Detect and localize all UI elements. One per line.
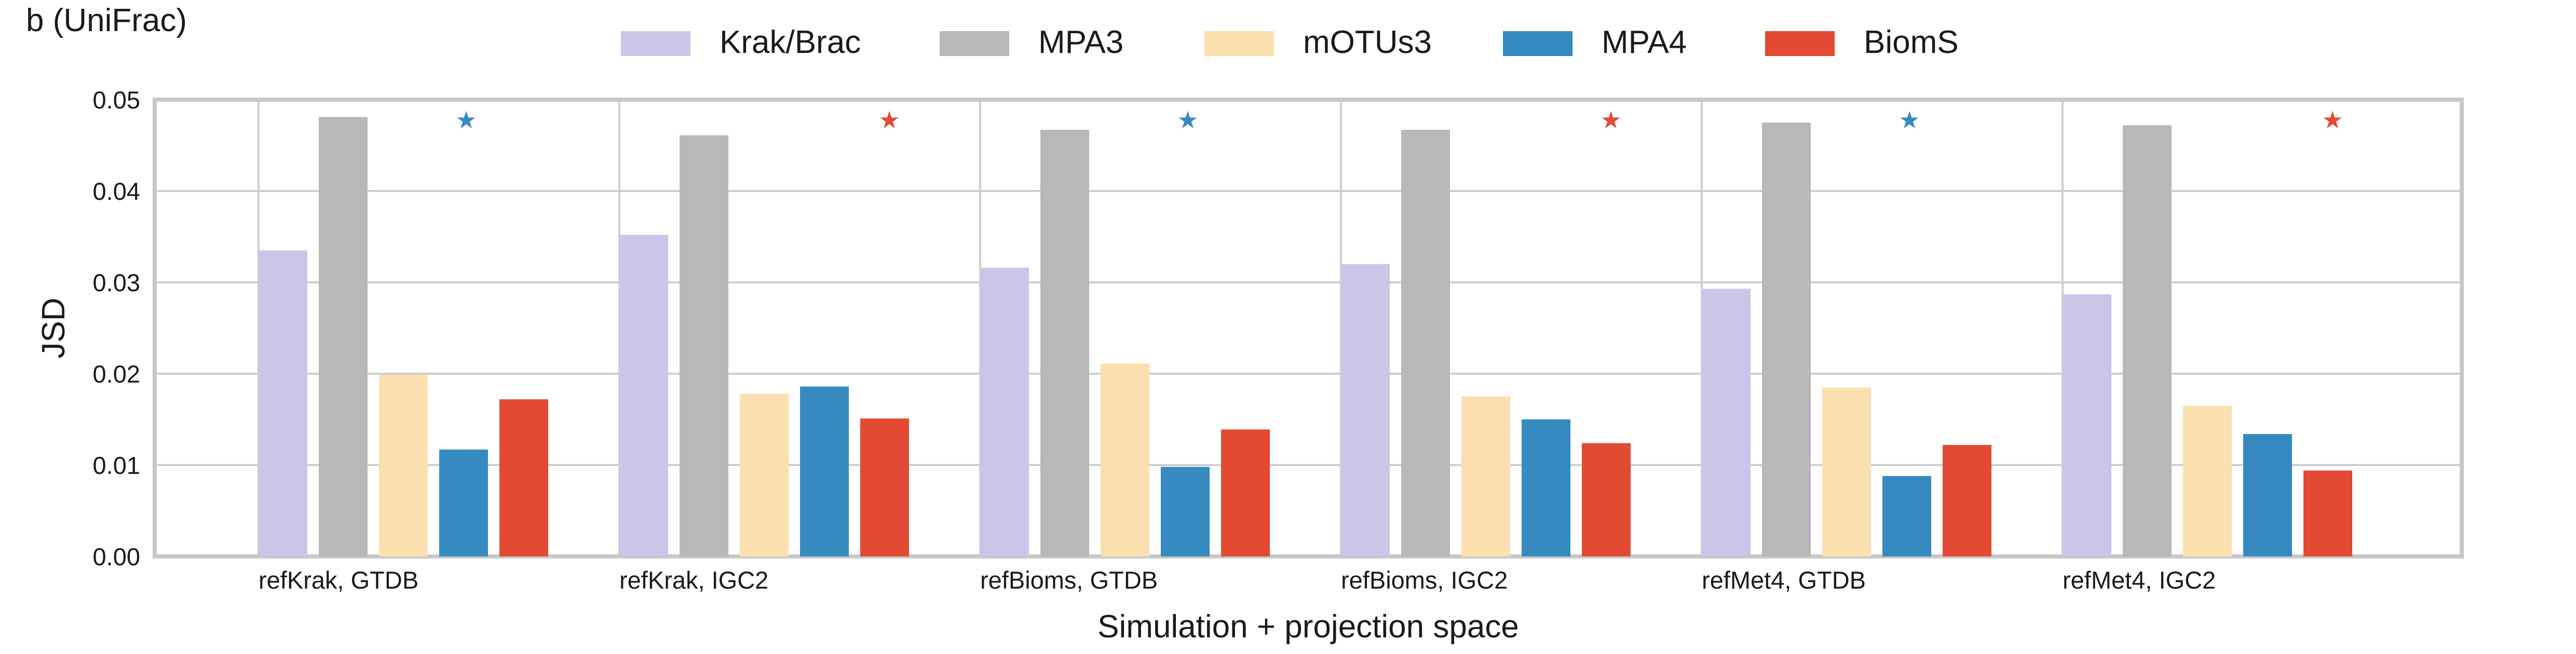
best-marker-star-icon: ★	[455, 106, 477, 133]
x-axis-label: Simulation + projection space	[1097, 609, 1519, 645]
bar-motus3	[379, 374, 428, 556]
best-marker-star-icon: ★	[1899, 106, 1920, 133]
legend-label: MPA3	[1038, 24, 1123, 60]
bar-bioms	[1221, 429, 1270, 556]
bar-mpa3	[1762, 122, 1811, 556]
bar-mpa3	[1040, 130, 1089, 556]
bar-motus3	[1461, 397, 1510, 556]
bar-krak-brac	[619, 235, 668, 557]
legend-label: mOTUs3	[1303, 24, 1432, 60]
bar-krak-brac	[259, 250, 307, 556]
legend-label: BiomS	[1864, 24, 1959, 60]
bar-bioms	[1943, 445, 1991, 556]
best-marker-star-icon: ★	[2322, 106, 2343, 133]
y-tick-label: 0.00	[93, 543, 140, 570]
y-tick-label: 0.05	[93, 86, 140, 114]
legend-label: MPA4	[1602, 24, 1687, 60]
y-tick-label: 0.02	[93, 360, 140, 388]
panel-label: b (UniFrac)	[26, 3, 187, 38]
bar-mpa3	[319, 117, 368, 556]
legend-label: Krak/Brac	[720, 24, 861, 60]
x-tick-label: refKrak, IGC2	[619, 566, 768, 594]
bar-krak-brac	[2063, 294, 2111, 556]
legend-swatch	[1765, 31, 1835, 56]
legend-swatch	[621, 31, 690, 56]
bar-bioms	[860, 418, 909, 556]
y-tick-label: 0.03	[93, 269, 140, 296]
legend-swatch	[1204, 31, 1274, 56]
x-tick-label: refMet4, IGC2	[2063, 566, 2216, 594]
bar-bioms	[1582, 443, 1631, 556]
plot-frame	[153, 98, 2464, 558]
y-tick-label: 0.04	[93, 178, 140, 205]
bar-mpa4	[439, 449, 488, 556]
y-axis-label: JSD	[36, 297, 72, 358]
best-marker-star-icon: ★	[1600, 106, 1621, 133]
bar-motus3	[740, 393, 789, 556]
bar-mpa4	[1522, 419, 1570, 556]
bar-mpa4	[2243, 434, 2292, 556]
legend-swatch	[940, 31, 1009, 56]
bar-motus3	[1822, 387, 1871, 556]
legend-swatch	[1503, 31, 1572, 56]
x-tick-label: refMet4, GTDB	[1702, 566, 1866, 594]
x-tick-label: refBioms, GTDB	[980, 566, 1158, 594]
bar-krak-brac	[1702, 289, 1751, 556]
bar-motus3	[1101, 363, 1149, 556]
bar-motus3	[2183, 405, 2232, 556]
bar-mpa4	[1161, 467, 1210, 556]
best-marker-star-icon: ★	[878, 106, 900, 133]
bar-bioms	[499, 399, 548, 556]
bar-krak-brac	[980, 267, 1029, 556]
bar-mpa4	[800, 386, 849, 556]
bar-mpa4	[1882, 476, 1931, 556]
bar-mpa3	[680, 135, 728, 556]
bar-mpa3	[1401, 130, 1450, 556]
bar-bioms	[2303, 470, 2352, 556]
bar-mpa3	[2123, 125, 2172, 556]
y-tick-label: 0.01	[93, 452, 140, 479]
best-marker-star-icon: ★	[1177, 106, 1198, 133]
x-tick-label: refKrak, GTDB	[259, 566, 418, 594]
bar-krak-brac	[1341, 264, 1390, 556]
x-tick-label: refBioms, IGC2	[1341, 566, 1508, 594]
